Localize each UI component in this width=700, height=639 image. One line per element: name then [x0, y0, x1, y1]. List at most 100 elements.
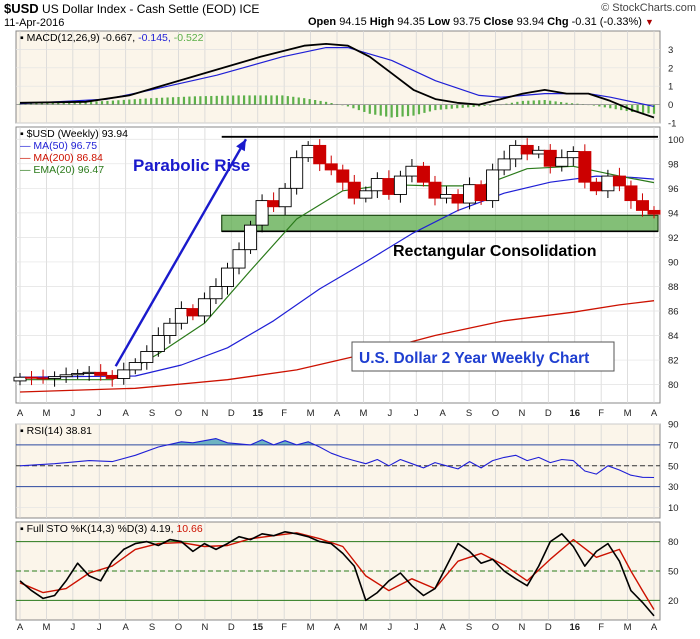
x-tick-label: N	[201, 408, 208, 419]
candle-body	[220, 267, 234, 287]
x-tick-label: N	[518, 622, 525, 633]
macd-y-tick: -1	[668, 119, 676, 130]
candle-body	[509, 144, 523, 160]
macd-hist-bar	[79, 102, 82, 105]
macd-hist-bar	[319, 100, 322, 105]
macd-y-tick: 3	[668, 45, 673, 56]
title-box	[351, 341, 615, 372]
x-tick-label: A	[334, 622, 341, 633]
instrument-name: US Dollar Index - Cash Settle (EOD) ICE	[42, 2, 260, 16]
macd-hist-bar	[549, 100, 552, 105]
x-tick-label: M	[307, 622, 315, 633]
macd-hist-bar	[188, 96, 191, 105]
watermark: © StockCharts.com	[601, 2, 696, 14]
macd-y-tick: 0	[668, 100, 673, 111]
macd-hist-bar	[554, 101, 557, 105]
candle-body	[416, 165, 430, 183]
macd-hist-bar	[133, 99, 136, 105]
macd-hist-bar	[128, 99, 131, 105]
macd-hist-bar	[237, 95, 240, 105]
macd-hist-bar	[620, 104, 623, 111]
rsi-line	[19, 438, 655, 479]
macd-hist-bar	[215, 95, 218, 105]
x-tick-label: J	[70, 408, 75, 419]
macd-hist-bar	[461, 104, 464, 108]
candle-body	[244, 224, 258, 251]
x-tick-label: S	[466, 408, 472, 419]
candle-body	[520, 144, 534, 155]
candle-body	[612, 175, 626, 187]
macd-hist-bar	[576, 103, 579, 105]
macd-hist-bar	[24, 103, 27, 105]
x-tick-label: O	[175, 408, 182, 419]
macd-hist-bar	[527, 100, 530, 105]
macd-hist-bar	[68, 102, 71, 105]
macd-hist-bar	[352, 104, 355, 109]
rsi-legend: ▪ RSI(14) 38.81	[20, 425, 92, 437]
sto-k-line	[19, 531, 655, 617]
macd-hist-bar	[182, 96, 186, 105]
price-y-tick: 86	[668, 307, 679, 318]
price-y-tick: 88	[668, 282, 679, 293]
candle-body	[197, 298, 211, 317]
panel-macd	[15, 30, 661, 124]
candle-body	[589, 181, 603, 192]
x-tick-label: M	[42, 408, 50, 419]
symbol: $USD	[4, 1, 39, 16]
macd-hist-bar	[505, 103, 508, 105]
x-tick-label: M	[624, 622, 632, 633]
macd-hist-bar	[292, 96, 295, 105]
macd-hist-bar	[456, 104, 459, 109]
macd-hist-bar	[57, 102, 60, 105]
macd-hist-bar	[122, 99, 125, 105]
macd-hist-bar	[423, 104, 426, 113]
x-tick-label: J	[97, 408, 102, 419]
parabolic-arrow	[114, 138, 247, 367]
macd-hist-bar	[259, 95, 262, 105]
x-tick-label: M	[359, 622, 367, 633]
rsi-y-tick: 50	[668, 461, 679, 472]
x-tick-label: A	[439, 408, 446, 419]
sto-d-line	[19, 532, 655, 610]
sto-y-tick: 80	[668, 537, 679, 548]
x-tick-label: J	[414, 622, 419, 633]
chart-title-box-text: U.S. Dollar 2 Year Weekly Chart	[359, 350, 589, 367]
macd-hist-bar	[559, 102, 563, 105]
price-y-tick: 92	[668, 233, 679, 244]
macd-hist-bar	[248, 95, 251, 105]
x-tick-label: A	[651, 622, 658, 633]
macd-hist-bar	[472, 104, 475, 107]
x-tick-label: O	[492, 408, 499, 419]
candle-body	[440, 194, 454, 199]
candle-body	[151, 335, 165, 352]
candle-body	[578, 151, 592, 183]
macd-hist-bar	[324, 101, 328, 105]
macd-hist-bar	[428, 104, 432, 112]
macd-hist-bar	[603, 104, 606, 108]
macd-hist-bar	[598, 104, 601, 107]
macd-hist-bar	[390, 104, 393, 118]
x-tick-label: A	[17, 408, 24, 419]
macd-hist-bar	[155, 97, 158, 105]
macd-hist-bar	[270, 95, 273, 105]
x-tick-label: F	[598, 408, 604, 419]
high-value: 94.35	[397, 16, 425, 28]
candle-body	[36, 377, 50, 380]
candle-body	[543, 149, 557, 167]
x-tick-label: A	[439, 622, 446, 633]
x-tick-label: 16	[569, 408, 580, 419]
candle-body	[140, 351, 154, 363]
price-legend-item: ▪ $USD (Weekly) 93.94	[20, 128, 128, 140]
x-tick-label: J	[387, 408, 392, 419]
macd-hist-bar	[297, 97, 300, 105]
price-y-tick: 98	[668, 159, 679, 170]
macd-hist-bar	[641, 104, 645, 113]
x-tick-label: D	[228, 408, 235, 419]
macd-hist-bar	[570, 103, 574, 105]
sto-legend-label: ▪ Full STO %K(14,3) %D(3)	[20, 523, 150, 535]
macd-hist-bar	[253, 95, 257, 105]
x-tick-label: D	[545, 622, 552, 633]
x-tick-label: M	[307, 408, 315, 419]
macd-hist-bar	[35, 103, 38, 105]
rsi-y-tick: 90	[668, 420, 679, 431]
